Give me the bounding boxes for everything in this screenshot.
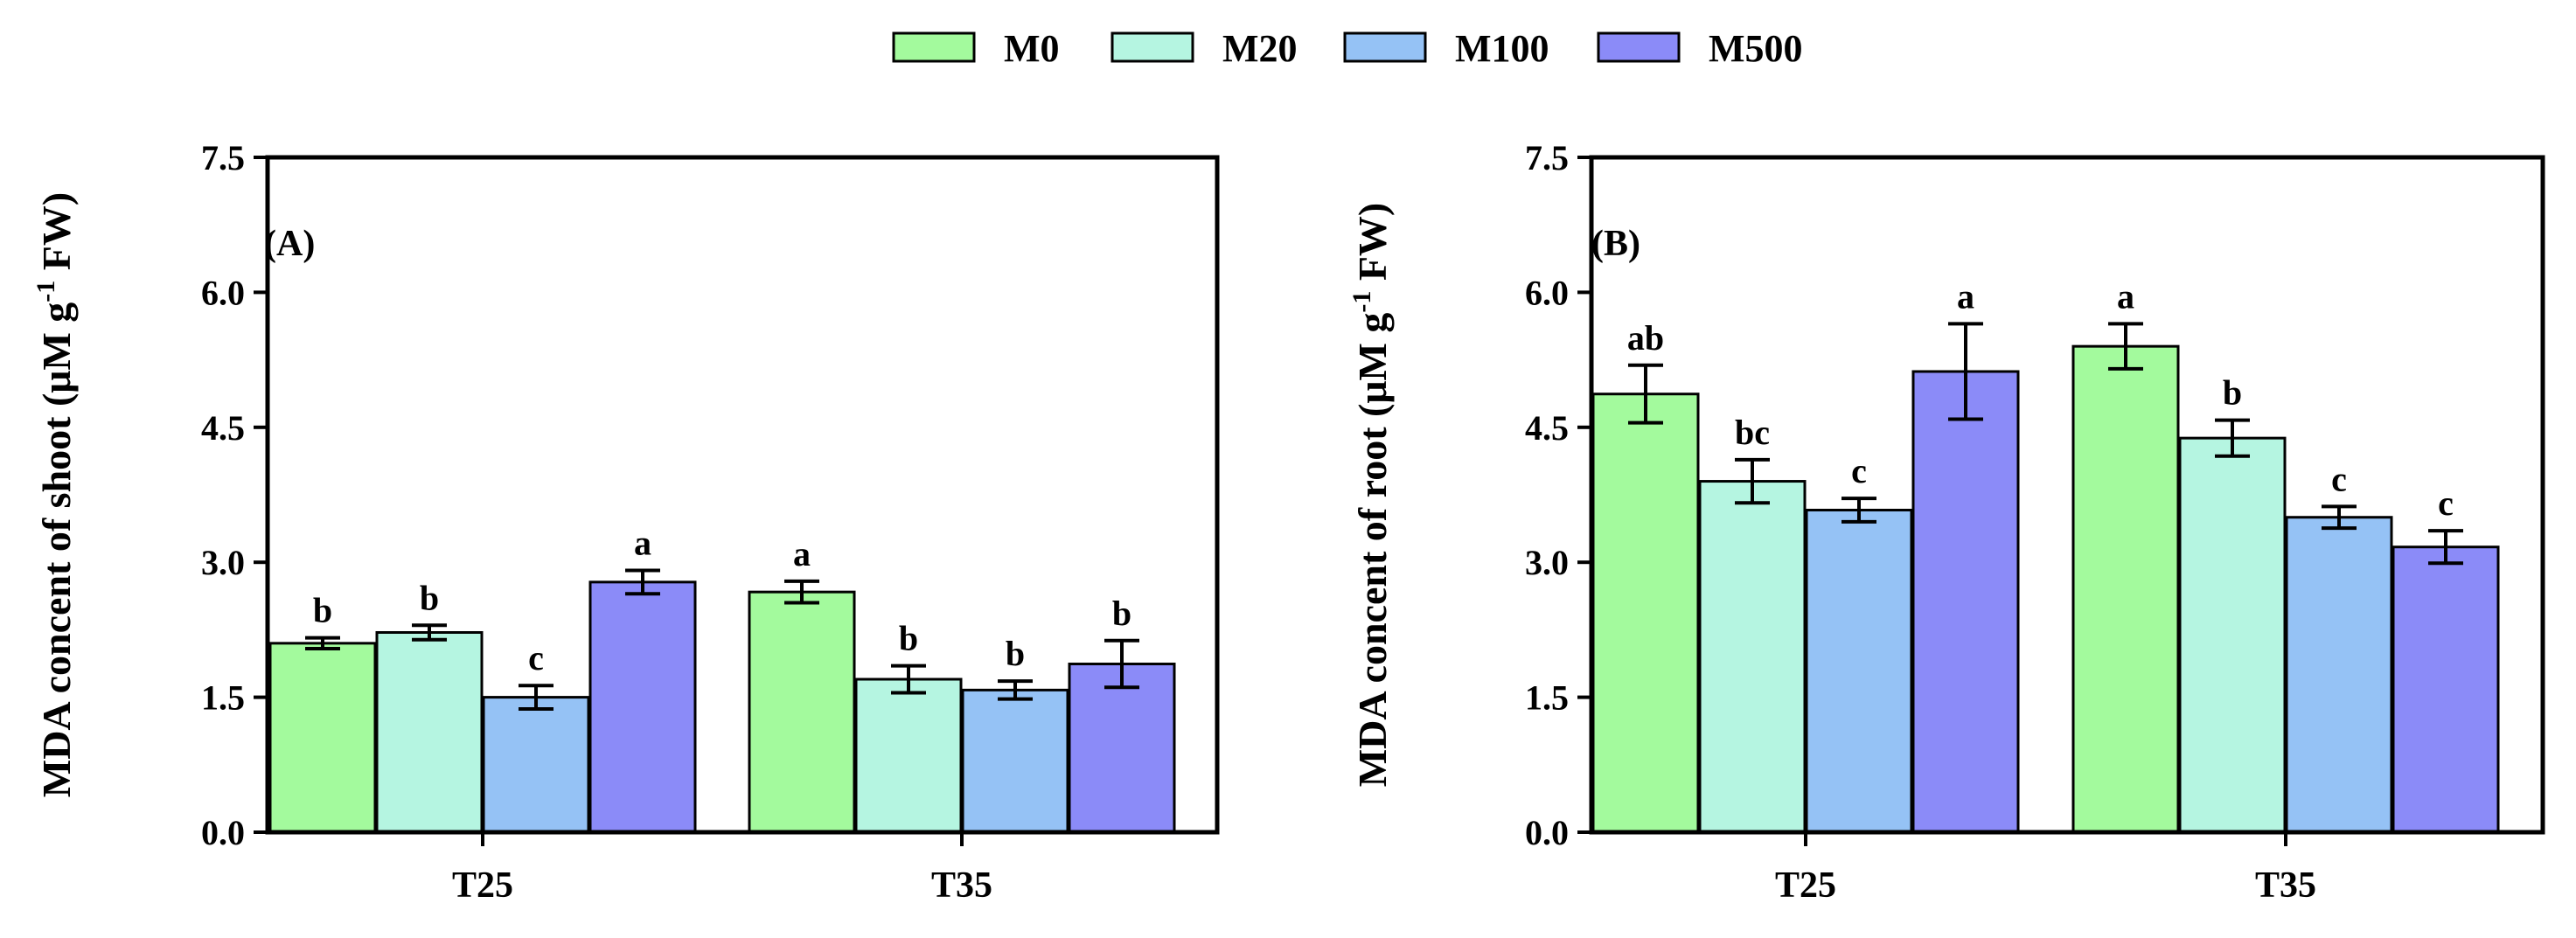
p1-y-axis-title-sup: -1 <box>1347 291 1376 313</box>
p1-sig-letter-t35-m20: b <box>2223 373 2242 413</box>
p1-bar-t35-m500 <box>2392 545 2500 834</box>
p1-y-axis-title-main: MDA concent of root (μM g <box>1350 313 1395 788</box>
p0-sig-letter-t35-m500: b <box>1112 594 1131 633</box>
p1-sig-letter-t35-m100: c <box>2331 459 2347 498</box>
p1-bar-t35-m0 <box>2071 344 2180 834</box>
p1-ytick-label: 6.0 <box>1525 273 1569 312</box>
p0-sig-letter-t25-m20: b <box>420 578 439 617</box>
p0-sig-letter-t35-m0: a <box>793 534 811 573</box>
legend-swatch-m20 <box>1110 31 1194 63</box>
p0-ytick-label: 3.0 <box>201 543 245 582</box>
p1-y-axis-title: MDA concent of root (μM g-1 FW) <box>1347 203 1395 788</box>
p1-category-label-t35: T35 <box>2255 865 2316 906</box>
p1-bar-t25-m100 <box>1805 508 1913 834</box>
legend-label-m500: M500 <box>1709 27 1803 70</box>
p0-y-axis-title-end: FW) <box>34 192 79 281</box>
p0-y-axis-title: MDA concent of shoot (μM g-1 FW) <box>31 192 79 797</box>
p1-sig-letter-t35-m0: a <box>2117 276 2134 316</box>
p0-sig-letter-t35-m20: b <box>899 619 918 658</box>
p1-panel-label: (B) <box>1591 224 1640 264</box>
p0-y-axis-title-main: MDA concent of shoot (μM g <box>34 302 79 798</box>
p0-ytick-label: 4.5 <box>201 408 245 448</box>
p1-sig-letter-t25-m0: ab <box>1627 318 1664 358</box>
p1-plot-frame <box>1589 155 2545 835</box>
legend-label-m100: M100 <box>1455 27 1549 70</box>
p0-category-label-t25: T25 <box>452 865 513 906</box>
p0-ytick-label: 1.5 <box>201 678 245 718</box>
p0-bar-t25-m500 <box>588 580 697 834</box>
p0-bar-t25-m0 <box>268 642 377 834</box>
p1-sig-letter-t35-m500: c <box>2438 483 2454 523</box>
p0-panel-label: (A) <box>264 224 315 264</box>
p0-bar-t35-m100 <box>961 688 1069 834</box>
legend-swatch-m500 <box>1597 31 1681 63</box>
p1-bar-t25-m20 <box>1698 480 1807 834</box>
p1-y-axis-title-end: FW) <box>1350 203 1395 291</box>
p0-bar-t35-m0 <box>748 590 856 834</box>
p1-ytick-label: 4.5 <box>1525 408 1569 448</box>
p0-sig-letter-t35-m100: b <box>1006 634 1025 673</box>
legend-label-m0: M0 <box>1004 27 1060 70</box>
chart-panel-b: abbccaT25abccT350.01.53.04.56.07.5(B)MDA… <box>1347 138 2545 906</box>
p0-sig-letter-t25-m500: a <box>634 523 651 562</box>
legend-label-m20: M20 <box>1222 27 1298 70</box>
p1-category-label-t25: T25 <box>1775 865 1836 906</box>
p0-sig-letter-t25-m0: b <box>313 591 332 630</box>
p0-category-label-t35: T35 <box>931 865 992 906</box>
legend: M0 M20 M100 M500 <box>892 27 1803 70</box>
p1-ytick-label: 0.0 <box>1525 813 1569 852</box>
p1-ytick-label: 3.0 <box>1525 543 1569 582</box>
p0-y-axis-title-sup: -1 <box>31 281 60 302</box>
p0-bar-t35-m500 <box>1068 663 1176 834</box>
p0-ytick-label: 7.5 <box>201 138 245 177</box>
legend-swatch-m0 <box>892 31 976 63</box>
p1-bar-t35-m100 <box>2285 516 2393 834</box>
chart-panel-a: b b c a T25 a b b b T35 0.0 1.5 3.0 4.5 6.0 7.5 (A) MDA c… <box>31 138 1220 906</box>
p0-ytick-label: 6.0 <box>201 273 245 312</box>
p1-sig-letter-t25-m500: a <box>1957 276 1974 316</box>
p0-bar-t25-m100 <box>482 696 590 834</box>
p0-bar-t25-m20 <box>375 630 484 834</box>
p1-bar-t35-m20 <box>2178 436 2287 834</box>
p1-bar-t25-m500 <box>1911 370 2020 834</box>
p1-ytick-label: 1.5 <box>1525 678 1569 718</box>
p0-ytick-label: 0.0 <box>201 813 245 852</box>
p0-plot-frame <box>265 155 1220 835</box>
p0-bar-t35-m20 <box>854 677 963 834</box>
legend-swatch-m100 <box>1343 31 1427 63</box>
p0-sig-letter-t25-m100: c <box>528 638 544 677</box>
p1-bar-t25-m0 <box>1591 393 1700 834</box>
p1-sig-letter-t25-m100: c <box>1851 451 1867 490</box>
p1-sig-letter-t25-m20: bc <box>1735 413 1770 452</box>
p1-ytick-label: 7.5 <box>1525 138 1569 177</box>
